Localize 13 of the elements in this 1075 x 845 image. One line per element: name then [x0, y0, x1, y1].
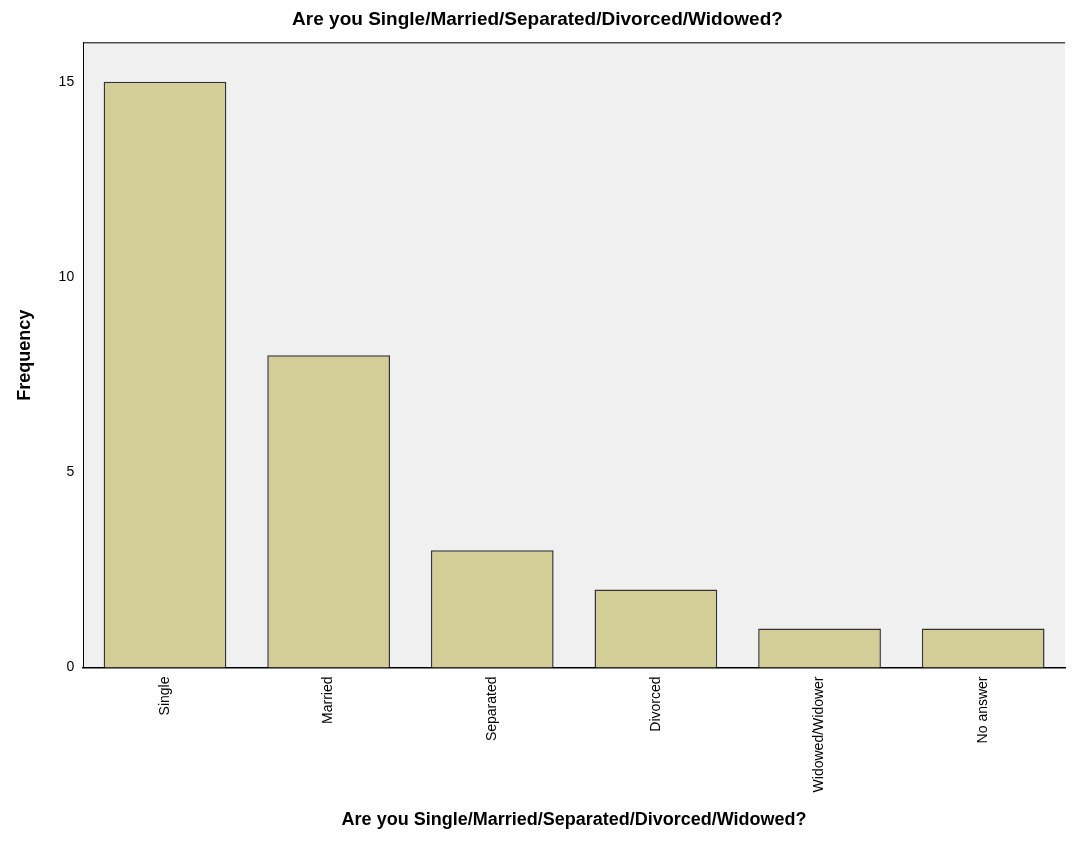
y-axis-title: Frequency	[13, 309, 34, 401]
x-tick-label: No answer	[974, 676, 991, 744]
chart-title: Are you Single/Married/Separated/Divorced/Widowed?	[292, 7, 783, 29]
x-tick-label: Single	[155, 676, 172, 716]
y-tick-label: 10	[58, 267, 75, 284]
y-tick-label: 0	[66, 658, 75, 675]
y-tick-label: 15	[58, 72, 75, 89]
x-tick-label: Divorced	[646, 676, 663, 732]
x-tick-label: Separated	[483, 676, 500, 742]
x-tick-label: Married	[319, 676, 336, 724]
y-tick-label: 5	[66, 463, 75, 480]
x-tick-label: Widowed/Widower	[810, 676, 827, 793]
x-axis-title: Are you Single/Married/Separated/Divorced/Widowed?	[341, 809, 807, 830]
